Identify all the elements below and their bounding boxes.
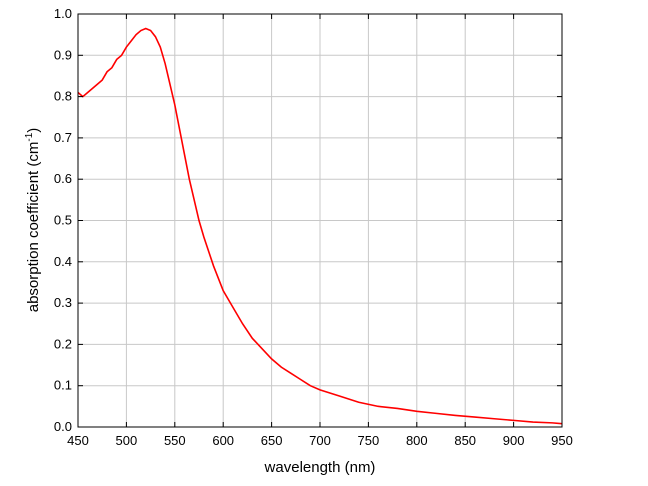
- grid: [77, 13, 563, 428]
- y-axis-label-superscript: -1: [24, 132, 35, 141]
- x-axis-label: wavelength (nm): [264, 459, 376, 476]
- x-tick-label: 950: [551, 433, 573, 448]
- y-tick-label: 0.5: [54, 213, 72, 228]
- y-tick-label: 0.1: [54, 378, 72, 393]
- y-tick-label: 0.3: [54, 295, 72, 310]
- x-tick-label: 500: [116, 433, 138, 448]
- y-tick-label: 0.4: [54, 254, 72, 269]
- y-tick-label: 0.6: [54, 171, 72, 186]
- x-tick-label: 650: [261, 433, 283, 448]
- y-tick-label: 0.7: [54, 130, 72, 145]
- x-tick-label: 550: [164, 433, 186, 448]
- y-axis-label: absorption coefficient (cm-1): [24, 128, 42, 313]
- x-tick-label: 600: [212, 433, 234, 448]
- y-tick-label: 0.2: [54, 336, 72, 351]
- x-tick-label: 800: [406, 433, 428, 448]
- y-axis-label-text: absorption coefficient (cm: [25, 142, 42, 313]
- data-line: [77, 27, 563, 425]
- y-tick-label: 1.0: [54, 6, 72, 21]
- x-tick-label: 900: [503, 433, 525, 448]
- y-tick-label: 0.9: [54, 47, 72, 62]
- x-tick-label: 850: [454, 433, 476, 448]
- x-tick-label: 700: [309, 433, 331, 448]
- y-tick-label: 0.8: [54, 89, 72, 104]
- y-tick-label: 0.0: [54, 419, 72, 434]
- x-tick-label: 750: [358, 433, 380, 448]
- y-axis-label-suffix: ): [25, 128, 42, 133]
- x-tick-label: 450: [67, 433, 89, 448]
